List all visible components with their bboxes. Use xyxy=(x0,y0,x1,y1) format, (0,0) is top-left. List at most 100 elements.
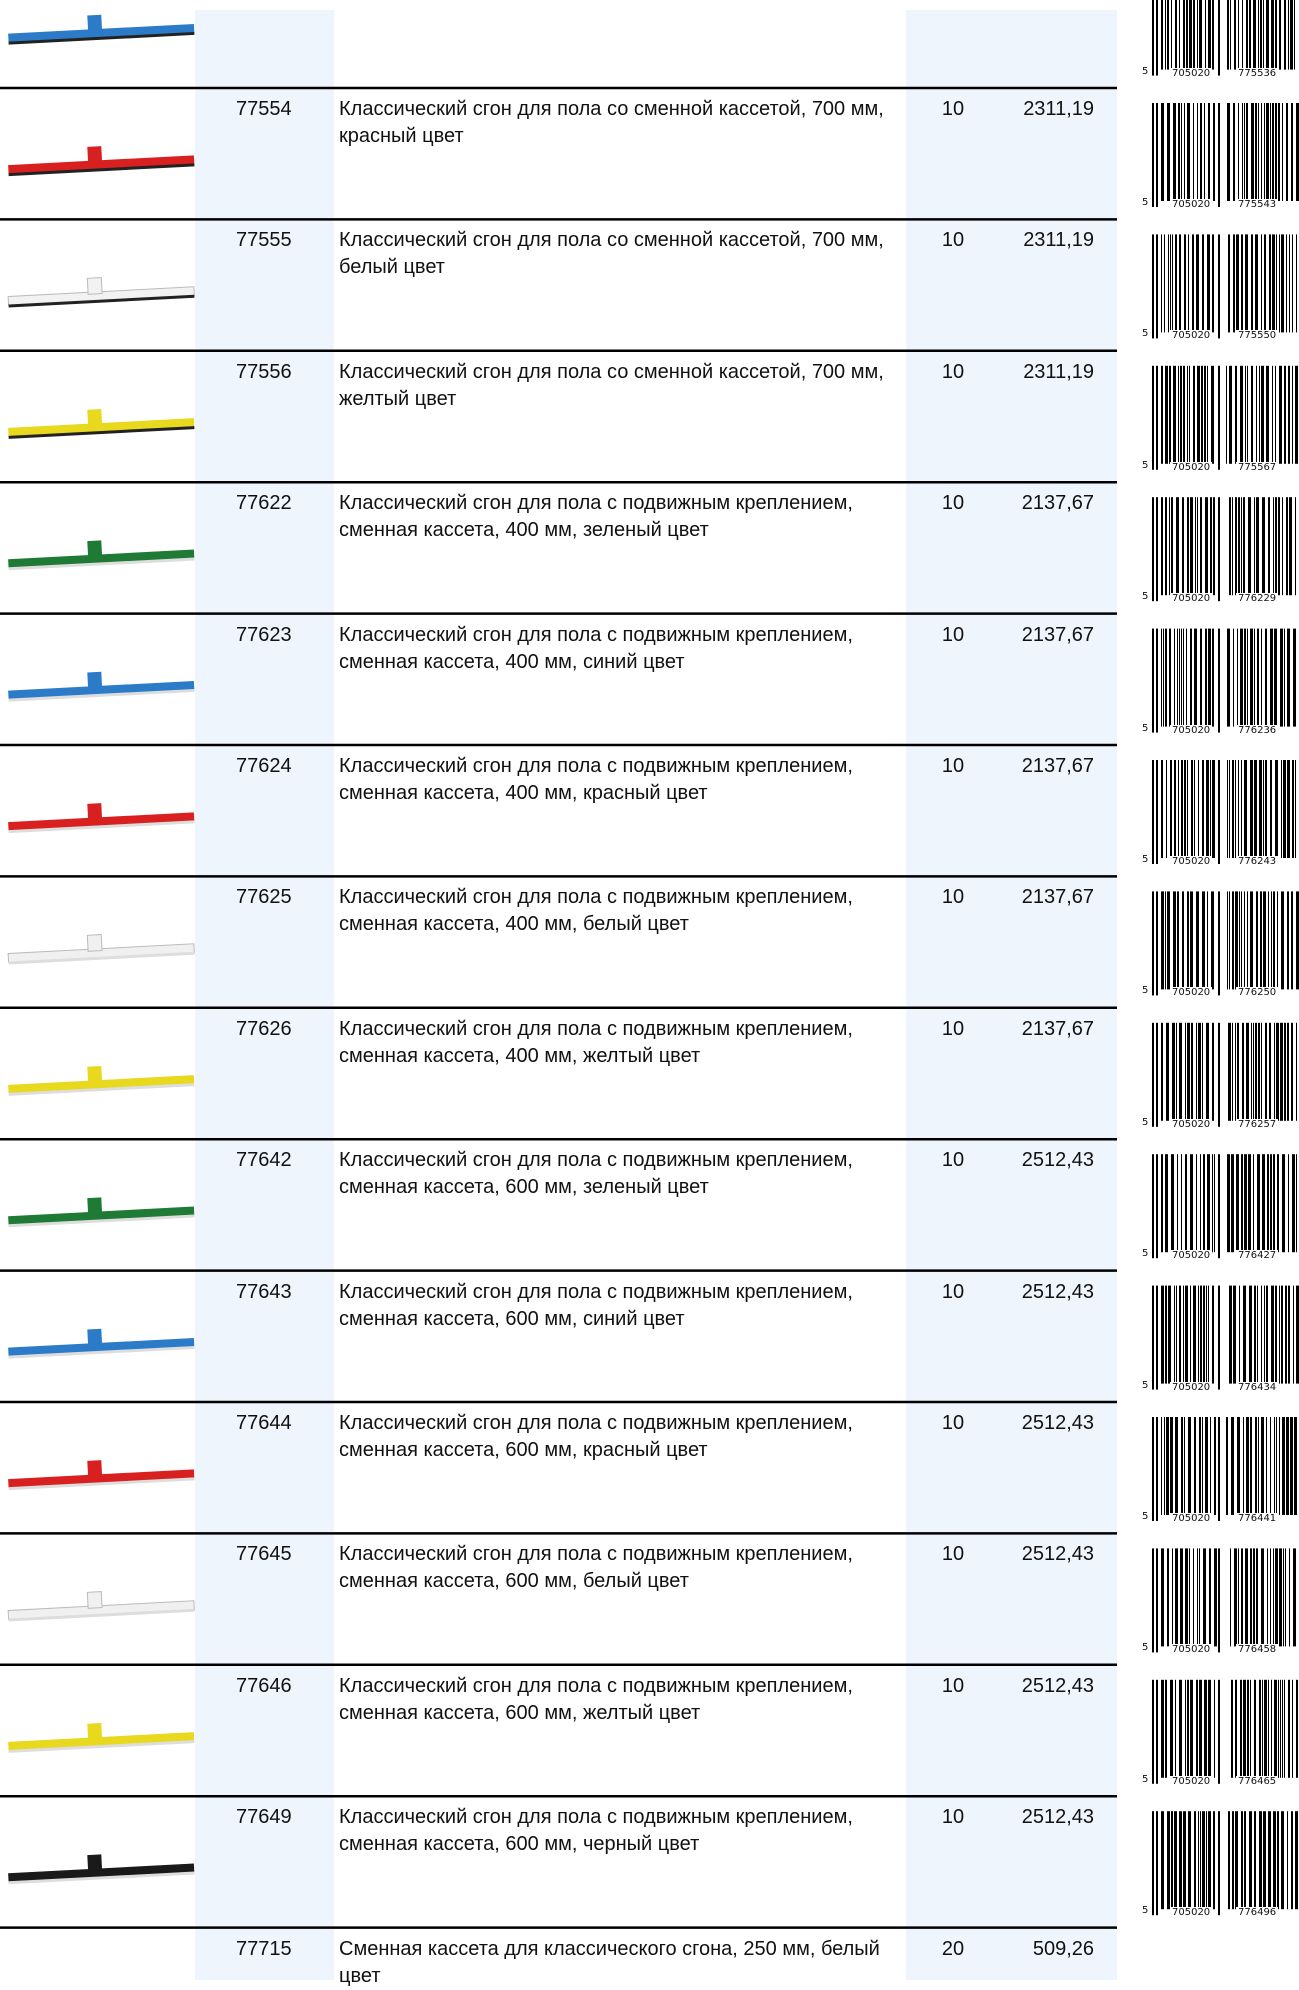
squeegee-blade xyxy=(8,1206,195,1226)
barcode-bar xyxy=(1274,1417,1275,1515)
barcode-bar xyxy=(1178,365,1179,464)
barcode-bar xyxy=(1166,1417,1169,1515)
item-price: 2137,67 xyxy=(1021,1017,1094,1040)
barcode-bar xyxy=(1288,365,1290,464)
barcode-guard xyxy=(1152,1417,1154,1521)
barcode-bar xyxy=(1296,1679,1298,1778)
barcode-bar xyxy=(1250,760,1253,858)
barcode-bar xyxy=(1227,1154,1230,1253)
barcode-guard xyxy=(1218,760,1220,864)
barcode-bar xyxy=(1292,1154,1295,1253)
barcode-bar xyxy=(1194,628,1197,727)
barcode-bar xyxy=(1288,0,1289,70)
barcode-bar xyxy=(1227,103,1230,201)
barcode-bar xyxy=(1270,1154,1272,1253)
barcode-digits: 705020 xyxy=(1170,461,1213,473)
barcode-bar xyxy=(1187,1022,1190,1121)
barcode-bar xyxy=(1181,1417,1183,1515)
barcode-bar xyxy=(1277,1811,1279,1910)
barcode-bar xyxy=(1161,1022,1163,1121)
barcode-bar xyxy=(1213,497,1215,596)
barcode-bar xyxy=(1188,1417,1191,1515)
barcode-digits: 705020 xyxy=(1170,856,1213,867)
barcode-bar xyxy=(1194,760,1195,858)
barcode-guard xyxy=(1152,628,1154,733)
barcode-guard xyxy=(1218,365,1220,470)
barcode-bar xyxy=(1185,1679,1186,1778)
barcode-bar xyxy=(1291,1811,1293,1910)
squeegee-rubber xyxy=(8,163,195,177)
barcode-guard xyxy=(1156,1811,1158,1916)
barcode-bar xyxy=(1177,891,1179,990)
barcode-bar xyxy=(1261,1548,1264,1647)
barcode-bar xyxy=(1165,497,1167,596)
barcode-bar xyxy=(1273,497,1274,596)
barcode-bar xyxy=(1260,0,1262,70)
item-description: Классический сгон для пола с подвижным к… xyxy=(339,1674,853,1724)
barcode-bar xyxy=(1296,1154,1297,1253)
barcode-guard xyxy=(1156,103,1158,207)
barcode-bar xyxy=(1193,0,1195,70)
barcode-bar xyxy=(1276,1417,1277,1515)
item-code: 77624 xyxy=(236,755,292,777)
barcode-bar xyxy=(1201,365,1203,464)
item-description: Классический сгон для пола с подвижным к… xyxy=(339,1543,853,1593)
barcode-guard xyxy=(1156,760,1158,864)
barcode-bar xyxy=(1278,497,1280,596)
barcode-bar xyxy=(1181,760,1183,858)
barcode-bar xyxy=(1259,1811,1262,1910)
item-code: 77626 xyxy=(236,1017,292,1040)
barcode-bar xyxy=(1184,1417,1185,1515)
barcode-bar xyxy=(1256,365,1257,464)
barcode-digits: 776465 xyxy=(1236,1775,1279,1787)
barcode-bar xyxy=(1183,365,1185,464)
barcode-bar xyxy=(1244,103,1245,201)
barcode-bar xyxy=(1233,103,1235,201)
barcode-bar xyxy=(1256,497,1259,596)
barcode-bar xyxy=(1296,234,1297,333)
barcode-bar xyxy=(1161,1811,1164,1910)
barcode-bar xyxy=(1279,0,1281,70)
barcode-bar xyxy=(1210,760,1211,858)
barcode-bar xyxy=(1261,628,1262,727)
barcode-bar xyxy=(1294,1417,1297,1515)
barcode-bar xyxy=(1179,628,1180,727)
barcode-bar xyxy=(1202,891,1205,990)
barcode-bar xyxy=(1204,103,1205,201)
barcode-bar xyxy=(1296,1022,1297,1121)
barcode-bar xyxy=(1212,1022,1214,1121)
barcode-bar xyxy=(1238,1548,1239,1647)
barcode-bar xyxy=(1272,234,1275,333)
barcode-bar xyxy=(1270,1548,1271,1647)
barcode-bar xyxy=(1260,891,1262,990)
barcode-guard xyxy=(1152,1548,1154,1653)
barcode-bar xyxy=(1206,1022,1209,1121)
barcode-bar xyxy=(1184,234,1186,333)
barcode-bar xyxy=(1262,497,1265,596)
barcode-bar xyxy=(1277,891,1278,990)
barcode-bar xyxy=(1176,1022,1177,1121)
barcode-bar xyxy=(1244,760,1247,858)
squeegee-blade xyxy=(8,549,195,569)
item-code: 77643 xyxy=(236,1280,292,1303)
barcode-digits: 776458 xyxy=(1236,1644,1279,1656)
barcode-guard xyxy=(1152,497,1154,602)
barcode-bar xyxy=(1161,891,1164,990)
barcode-bar xyxy=(1226,365,1227,464)
barcode-bar xyxy=(1248,497,1251,596)
item-description: Классический сгон для пола со сменной ка… xyxy=(339,360,884,410)
barcode-guard xyxy=(1156,1679,1158,1784)
barcode-bar xyxy=(1245,365,1246,464)
barcode-digits: 705020 xyxy=(1170,330,1213,342)
barcode-bar xyxy=(1241,1548,1243,1647)
barcode-digits: 705020 xyxy=(1170,67,1213,79)
barcode-guard xyxy=(1156,0,1158,76)
barcode-bar xyxy=(1191,1022,1193,1121)
barcode-bar xyxy=(1182,891,1184,990)
barcode-bar xyxy=(1206,1285,1207,1384)
barcode-bar xyxy=(1268,1811,1271,1910)
item-price: 2512,43 xyxy=(1021,1543,1094,1566)
barcode-bar xyxy=(1281,760,1282,858)
barcode-bar xyxy=(1270,628,1273,727)
barcode-bar xyxy=(1250,628,1253,727)
